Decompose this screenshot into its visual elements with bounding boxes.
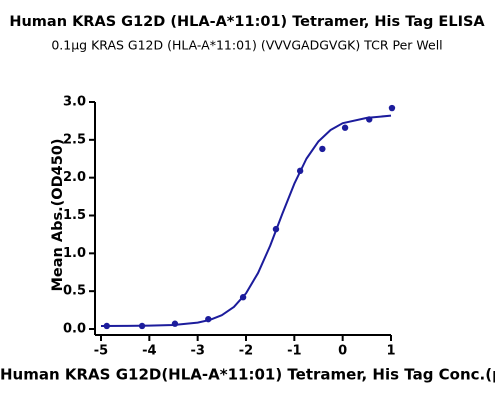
chart-title: Human KRAS G12D (HLA-A*11:01) Tetramer, … — [9, 14, 485, 30]
chart-subtitle: 0.1μg KRAS G12D (HLA-A*11:01) (VVVGADGVG… — [51, 38, 442, 53]
y-tick-label: 1.5 — [63, 208, 86, 223]
x-tick-label: -2 — [239, 344, 253, 359]
y-tick-label: 2.0 — [63, 170, 86, 185]
y-tick-label: 0.5 — [63, 284, 86, 299]
x-tick-label: 0 — [338, 344, 347, 359]
data-point — [319, 145, 326, 153]
y-tick-label: 0.0 — [63, 322, 86, 337]
x-tick-label: -3 — [190, 344, 204, 359]
data-point — [388, 104, 396, 112]
y-axis-label: Mean Abs.(OD450) — [50, 138, 66, 291]
y-tick-label: 1.0 — [63, 246, 86, 261]
x-tick-label: -4 — [142, 344, 156, 359]
x-tick-label: 1 — [386, 344, 395, 359]
y-tick-label: 3.0 — [63, 95, 86, 110]
x-tick-label: -5 — [94, 344, 108, 359]
x-tick-label: -1 — [287, 344, 301, 359]
y-tick-label: 2.5 — [63, 132, 86, 147]
x-axis-label: Human KRAS G12D(HLA-A*11:01) Tetramer, H… — [0, 366, 495, 384]
fit-curve — [100, 114, 392, 327]
data-point — [341, 124, 349, 131]
